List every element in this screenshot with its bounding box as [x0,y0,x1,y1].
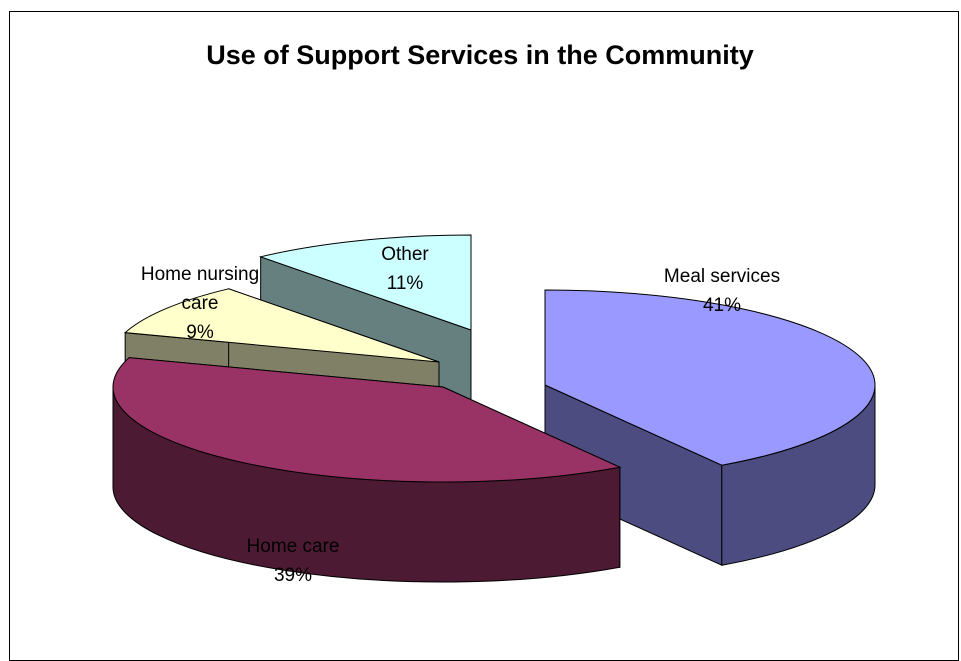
pie-slice-top [112,357,622,483]
data-label-percent: 9% [186,322,214,343]
pie-slice-top [123,288,440,363]
data-label-percent: 39% [274,565,312,586]
data-label-name: Home nursing [141,264,259,285]
data-label-home-nursing-care: Home nursing care 9% [141,264,259,343]
data-label-name: Home care [247,536,340,557]
data-label-name: Meal services [664,266,780,287]
pie-slice-top [258,234,472,331]
chart-title: Use of Support Services in the Community [206,40,754,70]
pie-slice-meal-services [544,289,876,566]
data-label-percent: 41% [703,295,741,316]
data-label-meal-services: Meal services 41% [664,266,780,316]
data-label-home-care: Home care 39% [247,536,340,586]
data-label-name: Other [381,244,429,265]
pie-slice-home-care [112,357,622,583]
data-label-other: Other 11% [381,244,429,294]
data-label-name: care [182,293,219,314]
pie-slice-top [544,289,876,466]
data-label-percent: 11% [387,273,424,294]
